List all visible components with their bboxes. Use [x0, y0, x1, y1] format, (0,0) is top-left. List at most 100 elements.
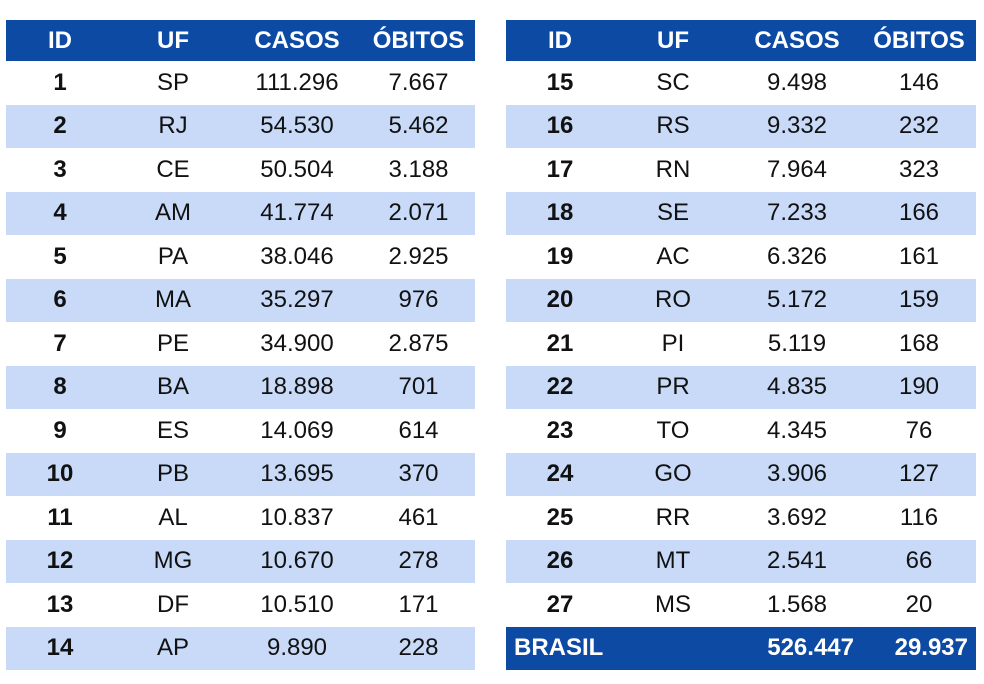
id-cell: 3: [53, 155, 67, 183]
table-row: 19 AC 6.326 161: [506, 235, 976, 279]
uf-cell: RO: [614, 278, 732, 322]
obitos-cell: 166: [862, 191, 976, 235]
id-cell: 19: [546, 242, 574, 270]
id-cell: 15: [546, 68, 574, 96]
id-cell: 4: [6, 191, 114, 235]
table-row: 2 RJ 54.530 5.462: [6, 104, 475, 148]
uf-cell: CE: [156, 155, 190, 183]
id-cell: 16: [506, 104, 614, 148]
id-cell: 7: [53, 329, 67, 357]
table-row: 6 MA 35.297 976: [6, 278, 475, 322]
obitos-cell: 2.071: [362, 191, 475, 235]
table-row: 21 PI 5.119 168: [506, 322, 976, 366]
casos-cell: 18.898: [232, 365, 362, 409]
obitos-cell: 7.667: [388, 68, 449, 96]
obitos-cell: 161: [898, 242, 940, 270]
table-row: 15 SC 9.498 146: [506, 61, 976, 105]
uf-cell: BA: [114, 365, 232, 409]
id-cell: 10: [6, 452, 114, 496]
uf-cell: PE: [156, 329, 189, 357]
obitos-cell: 370: [362, 452, 475, 496]
obitos-cell: 3.188: [388, 155, 449, 183]
table-row: 7 PE 34.900 2.875: [6, 322, 475, 366]
obitos-cell: 228: [362, 626, 475, 670]
header-obitos: ÓBITOS: [362, 20, 475, 61]
uf-cell: RR: [655, 503, 691, 531]
obitos-cell: 701: [362, 365, 475, 409]
casos-cell: 4.835: [732, 365, 862, 409]
id-cell: 13: [46, 590, 74, 618]
obitos-cell: 116: [899, 503, 939, 531]
cases-table-left: ID UF CASOS ÓBITOS 1 SP 111.296 7.667 2 RJ 54.…: [6, 20, 475, 670]
table-row: 9 ES 14.069 614: [6, 409, 475, 453]
cases-table-right: ID UF CASOS ÓBITOS 15 SC 9.498 146 16 RS 9.332…: [506, 20, 976, 670]
table-row: 10 PB 13.695 370: [6, 452, 475, 496]
header-uf: UF: [114, 20, 232, 61]
table-row: 14 AP 9.890 228: [6, 626, 475, 670]
header-obitos: ÓBITOS: [862, 20, 976, 61]
uf-cell: MS: [655, 590, 691, 618]
uf-cell: SE: [614, 191, 732, 235]
total-casos: 526.447: [732, 626, 862, 670]
table-row: 4 AM 41.774 2.071: [6, 191, 475, 235]
casos-cell: 3.692: [766, 503, 828, 531]
casos-cell: 9.498: [766, 68, 828, 96]
table-row: 23 TO 4.345 76: [506, 409, 976, 453]
table-row: 11 AL 10.837 461: [6, 496, 475, 540]
id-cell: 20: [506, 278, 614, 322]
uf-cell: AM: [114, 191, 232, 235]
casos-cell: 54.530: [232, 104, 362, 148]
obitos-cell: 232: [862, 104, 976, 148]
casos-cell: 10.837: [260, 503, 334, 531]
casos-cell: 34.900: [260, 329, 334, 357]
obitos-cell: 2.925: [388, 242, 449, 270]
casos-cell: 10.510: [260, 590, 334, 618]
uf-cell: SC: [656, 68, 690, 96]
id-cell: 24: [506, 452, 614, 496]
uf-cell: GO: [614, 452, 732, 496]
table-row: 3 CE 50.504 3.188: [6, 148, 475, 192]
table-row: 18 SE 7.233 166: [506, 191, 976, 235]
table-row: 16 RS 9.332 232: [506, 104, 976, 148]
obitos-cell: 159: [862, 278, 976, 322]
casos-cell: 10.670: [232, 539, 362, 583]
obitos-cell: 20: [905, 590, 933, 618]
uf-cell: TO: [656, 416, 690, 444]
casos-cell: 4.345: [766, 416, 828, 444]
obitos-cell: 190: [862, 365, 976, 409]
casos-cell: 14.069: [260, 416, 334, 444]
header-row: ID UF CASOS ÓBITOS: [506, 20, 976, 61]
uf-cell: ES: [156, 416, 189, 444]
table-row: 25 RR 3.692 116: [506, 496, 976, 540]
table-row: 26 MT 2.541 66: [506, 539, 976, 583]
id-cell: 18: [506, 191, 614, 235]
id-cell: 6: [6, 278, 114, 322]
id-cell: 5: [53, 242, 67, 270]
table-row: 17 RN 7.964 323: [506, 148, 976, 192]
obitos-cell: 168: [898, 329, 940, 357]
id-cell: 8: [6, 365, 114, 409]
id-cell: 14: [6, 626, 114, 670]
casos-cell: 13.695: [232, 452, 362, 496]
casos-cell: 9.890: [232, 626, 362, 670]
id-cell: 25: [546, 503, 574, 531]
header-uf: UF: [614, 20, 732, 61]
header-row: ID UF CASOS ÓBITOS: [6, 20, 475, 61]
casos-cell: 7.964: [766, 155, 828, 183]
obitos-cell: 146: [898, 68, 940, 96]
uf-cell: AC: [656, 242, 690, 270]
casos-cell: 2.541: [732, 539, 862, 583]
uf-cell: AP: [114, 626, 232, 670]
obitos-cell: 278: [362, 539, 475, 583]
table-row: 13 DF 10.510 171: [6, 583, 475, 627]
uf-cell: PR: [614, 365, 732, 409]
obitos-cell: 66: [862, 539, 976, 583]
id-cell: 9: [53, 416, 67, 444]
table-row: 8 BA 18.898 701: [6, 365, 475, 409]
table-row: 1 SP 111.296 7.667: [6, 61, 475, 105]
table-row: 20 RO 5.172 159: [506, 278, 976, 322]
total-obitos: 29.937: [862, 626, 976, 670]
uf-cell: AL: [158, 503, 188, 531]
id-cell: 27: [546, 590, 574, 618]
obitos-cell: 976: [362, 278, 475, 322]
